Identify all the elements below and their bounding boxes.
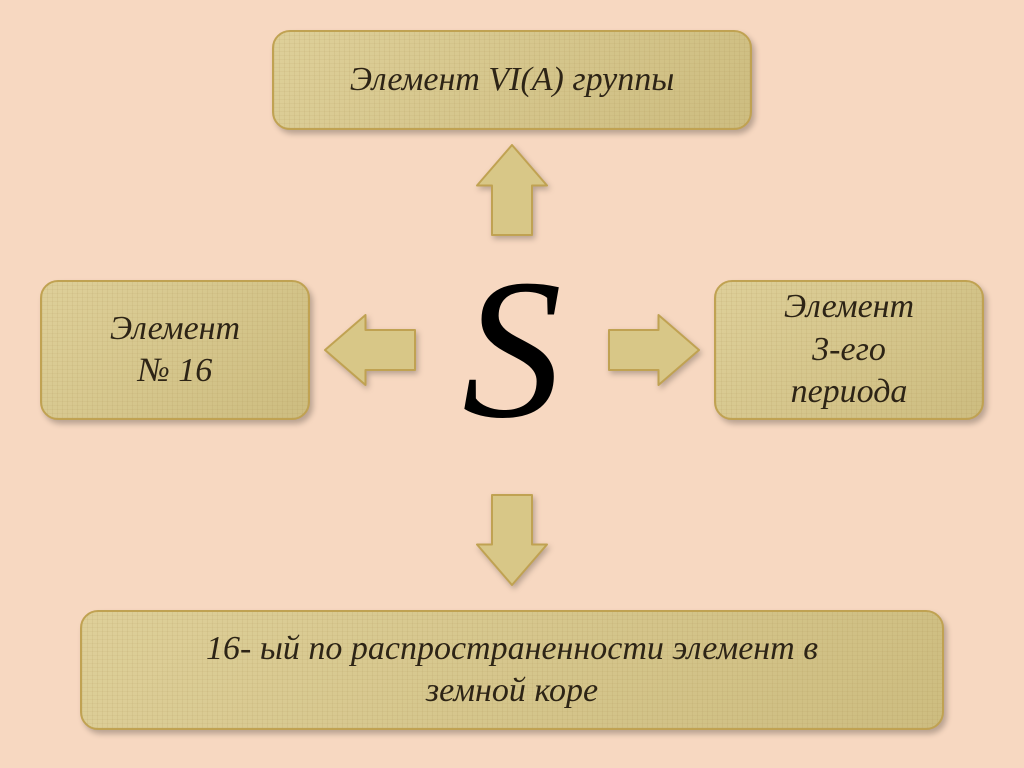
box-bottom: 16- ый по распространенности элемент в з… — [80, 610, 944, 730]
arrow-left-icon — [321, 311, 419, 389]
arrow-up-icon — [473, 141, 551, 239]
box-right-line3: периода — [791, 373, 908, 410]
box-left-text: Элемент № 16 — [110, 308, 240, 393]
center-symbol-text: S — [462, 239, 562, 460]
box-bottom-text: 16- ый по распространенности элемент в з… — [206, 628, 818, 713]
box-top: Элемент VI(А) группы — [272, 30, 752, 130]
box-right-line2: 3-его — [812, 331, 886, 368]
box-right: Элемент 3-его периода — [714, 280, 984, 420]
box-bottom-line2: земной коре — [426, 672, 598, 709]
arrow-right-icon — [605, 311, 703, 389]
box-right-line1: Элемент — [784, 288, 914, 325]
box-left: Элемент № 16 — [40, 280, 310, 420]
box-bottom-line1: 16- ый по распространенности элемент в — [206, 630, 818, 667]
box-left-line2: № 16 — [138, 352, 213, 389]
box-right-text: Элемент 3-его периода — [784, 286, 914, 414]
box-top-text: Элемент VI(А) группы — [350, 59, 675, 102]
box-left-line1: Элемент — [110, 310, 240, 347]
arrow-down-icon — [473, 491, 551, 589]
center-symbol: S — [432, 250, 592, 450]
